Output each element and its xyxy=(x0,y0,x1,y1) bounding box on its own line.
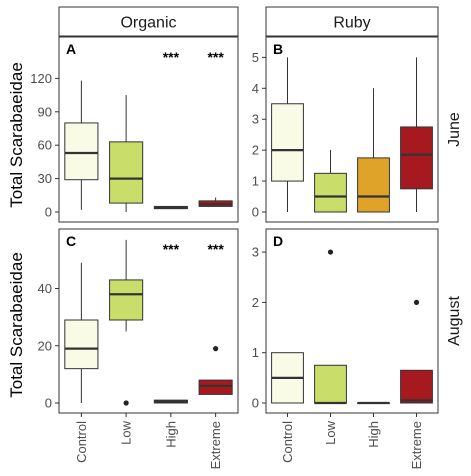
y-tick-label: 4 xyxy=(252,81,259,96)
panel-B: 0 1 2 3 4 5B xyxy=(252,36,439,223)
strip-label-ruby: Ruby xyxy=(333,15,370,32)
box-extreme xyxy=(400,57,433,212)
outlier-point xyxy=(213,346,219,352)
x-tick-label-control: Control xyxy=(74,421,89,463)
x-tick-labels: Control Low High Extreme Control Low High Extre… xyxy=(74,420,424,469)
strips: Organic Ruby June August xyxy=(58,6,468,413)
y-tick-label: 0 xyxy=(252,205,259,220)
box-low xyxy=(109,95,144,212)
x-tick-label-extreme: Extreme xyxy=(409,421,424,469)
x-tick-label-low: Low xyxy=(119,420,134,444)
strip-ruby xyxy=(265,6,439,37)
y-tick-label: 2 xyxy=(252,143,259,158)
x-tick-label-control: Control xyxy=(280,421,295,463)
y-tick-label: 60 xyxy=(38,138,52,153)
strip-august xyxy=(440,229,468,413)
box-body xyxy=(109,141,144,204)
box-body xyxy=(198,379,233,395)
y-axis-label-bottom: Total Scarabaeidae xyxy=(7,252,26,398)
box-high: *** xyxy=(153,241,188,404)
panel-letter: A xyxy=(66,41,76,57)
x-tick-label-extreme: Extreme xyxy=(208,421,223,469)
box-body xyxy=(271,103,304,182)
box-extreme: *** xyxy=(198,49,233,207)
panel-D: 0 1 2 3D xyxy=(252,228,439,417)
box-body xyxy=(314,364,347,404)
y-tick-label: 30 xyxy=(38,171,52,186)
strip-label-organic: Organic xyxy=(120,15,176,32)
strip-label-august: August xyxy=(446,296,463,346)
y-tick-label: 3 xyxy=(252,245,259,260)
strip-organic xyxy=(58,6,239,37)
panel-letter: C xyxy=(66,233,76,249)
significance-label: *** xyxy=(163,49,180,65)
panels: 0 30 60 90 120 A *** *** 0 1 2 3 4 5B 0 20 40 C *** *** 0 1 2 3… xyxy=(30,36,439,417)
y-tick-label: 3 xyxy=(252,112,259,127)
box-body xyxy=(314,172,347,213)
box-control xyxy=(271,352,304,404)
y-tick-label: 0 xyxy=(45,205,52,220)
box-control xyxy=(64,262,99,403)
box-high: *** xyxy=(153,49,188,210)
significance-label: *** xyxy=(207,241,224,257)
panel-A: 0 30 60 90 120 A *** *** xyxy=(30,36,239,223)
box-low xyxy=(314,150,347,213)
box-body xyxy=(357,157,390,213)
box-extreme: *** xyxy=(198,241,233,395)
box-high xyxy=(357,401,390,405)
x-tick-label-high: High xyxy=(366,421,381,448)
y-tick-label: 1 xyxy=(252,345,259,360)
x-tick-label-low: Low xyxy=(323,420,338,444)
y-tick-label: 120 xyxy=(30,71,52,86)
outlier-point xyxy=(413,299,420,305)
box-control xyxy=(64,80,99,210)
y-tick-label: 0 xyxy=(45,396,52,411)
box-low xyxy=(109,239,144,406)
box-control xyxy=(271,57,304,212)
outlier-point xyxy=(327,249,334,255)
x-tick-label-high: High xyxy=(163,421,178,448)
y-tick-label: 90 xyxy=(38,104,52,119)
y-tick-label: 2 xyxy=(252,295,259,310)
box-extreme xyxy=(400,299,433,404)
significance-label: *** xyxy=(163,241,180,257)
box-low xyxy=(314,249,347,405)
y-tick-label: 40 xyxy=(38,281,52,296)
box-high xyxy=(357,88,390,213)
significance-label: *** xyxy=(207,49,224,65)
box-body xyxy=(64,319,99,370)
box-body xyxy=(400,126,433,190)
box-body xyxy=(400,369,433,404)
box-body xyxy=(109,279,144,321)
strip-june xyxy=(440,37,468,222)
outlier-point xyxy=(123,400,129,406)
y-tick-label: 20 xyxy=(38,338,52,353)
box-body xyxy=(64,122,99,181)
y-tick-label: 0 xyxy=(252,396,259,411)
y-tick-label: 5 xyxy=(252,50,259,65)
y-axis-label-top: Total Scarabaeidae xyxy=(7,62,26,208)
panel-letter: B xyxy=(273,41,283,57)
panel-letter: D xyxy=(273,233,283,249)
strip-label-june: June xyxy=(446,112,463,147)
panel-C: 0 20 40 C *** *** xyxy=(38,228,239,417)
y-tick-label: 1 xyxy=(252,174,259,189)
